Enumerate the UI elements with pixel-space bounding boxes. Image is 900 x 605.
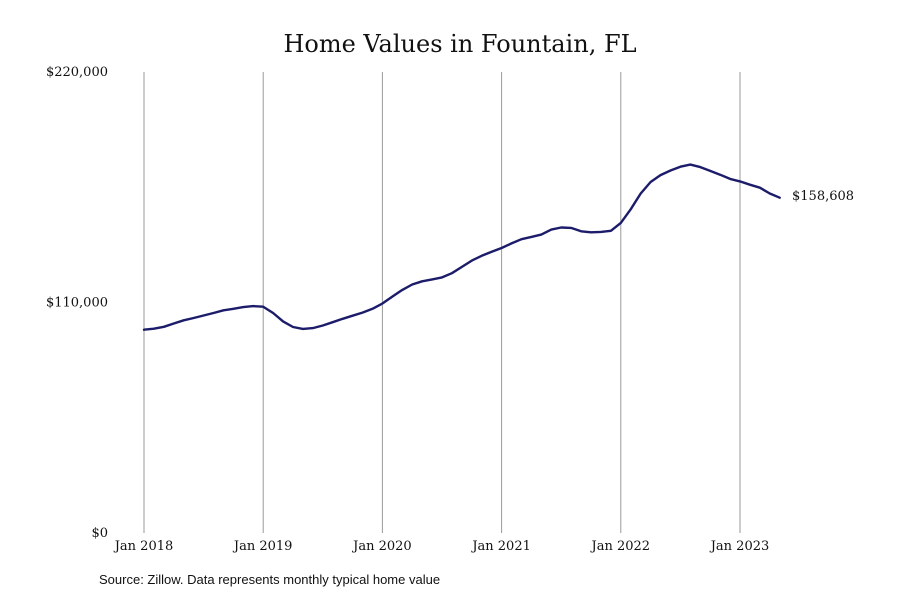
y-axis-ticks: $0 $110,000 $220,000 [46,65,108,541]
y-tick-label: $110,000 [46,296,108,311]
end-value-label: $158,608 [792,189,854,204]
x-axis-ticks: Jan 2018 Jan 2019 Jan 2020 Jan 2021 Jan 2022… [113,539,770,554]
source-note: Source: Zillow. Data represents monthly … [99,572,441,587]
x-tick-label: Jan 2021 [470,539,531,554]
y-tick-label: $0 [91,526,108,541]
grid-lines [143,72,741,533]
x-tick-label: Jan 2022 [590,539,651,554]
series-line-0 [142,163,781,331]
x-tick-label: Jan 2018 [113,539,174,554]
y-tick-label: $220,000 [46,65,108,80]
x-tick-label: Jan 2023 [709,539,770,554]
chart-title: Home Values in Fountain, FL [283,30,636,58]
series-layer [142,163,781,331]
x-tick-label: Jan 2020 [351,539,412,554]
x-tick-label: Jan 2019 [232,539,293,554]
